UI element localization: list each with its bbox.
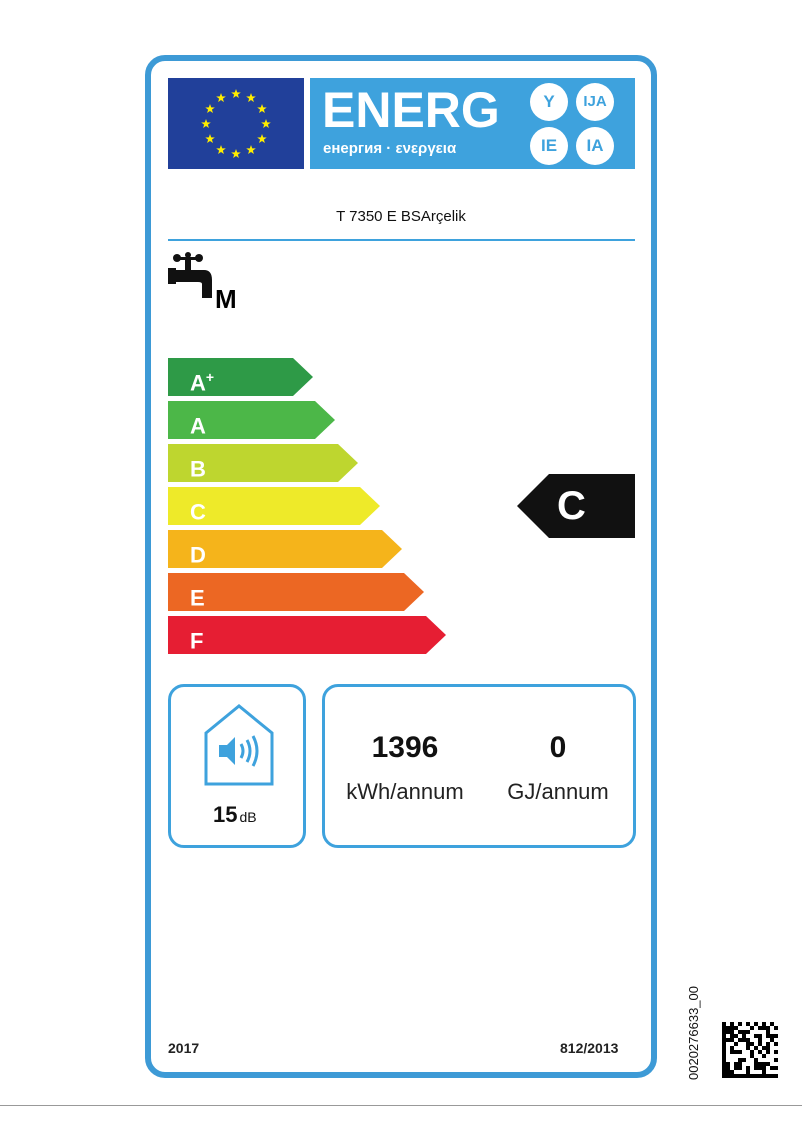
energy-class-bar: B bbox=[168, 444, 358, 482]
star-icon bbox=[205, 134, 215, 143]
star-icon bbox=[257, 134, 267, 143]
star-icon bbox=[216, 93, 226, 103]
electricity-value: 1396 bbox=[371, 731, 439, 764]
class-label: A bbox=[190, 413, 206, 439]
load-profile: M bbox=[215, 284, 237, 314]
side-code: 0020276633_00 bbox=[686, 986, 701, 1080]
noise-unit: dB bbox=[239, 809, 257, 825]
lang-suffix: IA bbox=[576, 127, 614, 165]
star-icon bbox=[205, 104, 215, 113]
class-sup: + bbox=[205, 369, 215, 385]
star-icon bbox=[246, 145, 256, 154]
model-name: T 7350 E BSArçelik bbox=[336, 208, 466, 225]
water-tap-icon bbox=[168, 252, 218, 305]
speaker-house-icon bbox=[203, 703, 275, 792]
electricity-unit: kWh/annum bbox=[346, 779, 464, 804]
class-label: F bbox=[190, 628, 204, 654]
fuel-value: 0 bbox=[549, 731, 567, 764]
datamatrix-code bbox=[722, 1022, 778, 1083]
star-icon bbox=[261, 119, 271, 128]
star-icon bbox=[201, 119, 211, 128]
class-label: B bbox=[190, 456, 206, 482]
class-label: A bbox=[190, 370, 206, 396]
lang-suffix: IE bbox=[530, 127, 568, 165]
energy-subtitle: енергия · ενεργεια bbox=[323, 140, 457, 157]
energy-class-bar: E bbox=[168, 573, 424, 611]
label-frame bbox=[145, 55, 657, 1078]
year: 2017 bbox=[168, 1040, 200, 1056]
star-icon bbox=[246, 93, 256, 103]
class-label: D bbox=[190, 542, 206, 568]
fuel-unit: GJ/annum bbox=[507, 779, 609, 804]
noise-value: 15 bbox=[213, 802, 238, 827]
page-edge bbox=[0, 1105, 802, 1106]
energy-class-bar: D bbox=[168, 530, 402, 568]
star-icon bbox=[257, 104, 267, 113]
lang-suffix: Y bbox=[530, 83, 568, 121]
energy-title: ENERG bbox=[322, 82, 500, 138]
energy-class-bar: A+ bbox=[168, 358, 313, 396]
class-label: C bbox=[190, 499, 206, 525]
energy-class-bar: F bbox=[168, 616, 446, 654]
noise-box: 15 dB bbox=[168, 684, 306, 848]
energy-class-bar: C bbox=[168, 487, 380, 525]
consumption-box: 1396 kWh/annum 0 GJ/annum bbox=[322, 684, 636, 848]
regulation: 812/2013 bbox=[560, 1040, 619, 1056]
divider bbox=[168, 239, 635, 241]
star-icon bbox=[231, 149, 241, 158]
class-label: E bbox=[190, 585, 205, 611]
star-icon bbox=[216, 145, 226, 154]
lang-suffix: IJA bbox=[576, 83, 614, 121]
star-icon bbox=[231, 89, 241, 98]
energy-class-bar: A bbox=[168, 401, 335, 439]
energy-banner: ENERG енергия · ενεργεια Y IJA IE IA bbox=[310, 78, 635, 169]
eu-flag-logo bbox=[168, 78, 304, 169]
